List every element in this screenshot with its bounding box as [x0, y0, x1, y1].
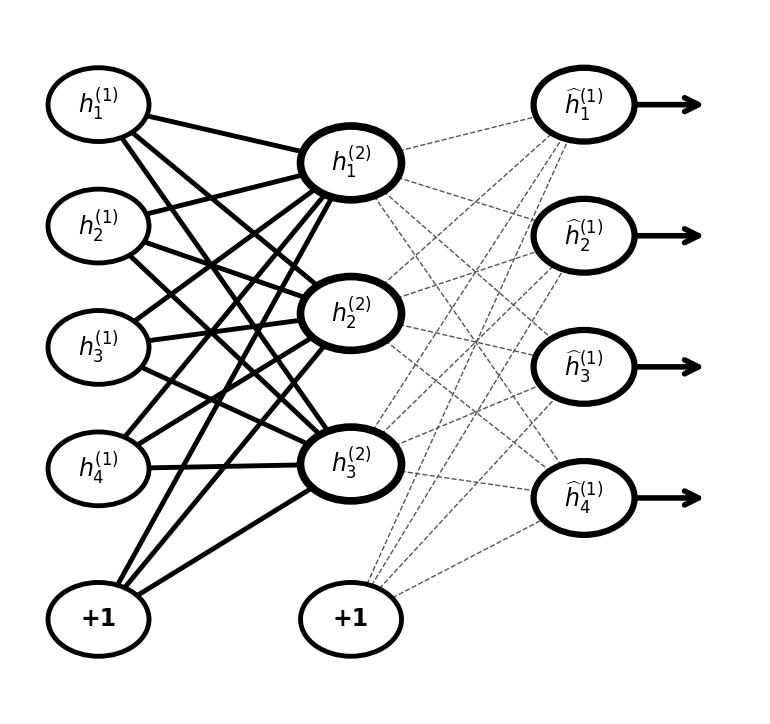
Ellipse shape	[48, 311, 149, 384]
Text: $\widehat{h}_{4}^{(1)}$: $\widehat{h}_{4}^{(1)}$	[564, 479, 604, 516]
Ellipse shape	[534, 199, 634, 273]
Ellipse shape	[48, 189, 149, 263]
Text: $h_{1}^{(1)}$: $h_{1}^{(1)}$	[78, 86, 119, 123]
Text: $h_{2}^{(2)}$: $h_{2}^{(2)}$	[330, 295, 371, 332]
Ellipse shape	[300, 427, 401, 501]
Text: $h_{3}^{(1)}$: $h_{3}^{(1)}$	[78, 329, 119, 366]
Ellipse shape	[534, 68, 634, 142]
Text: $h_{1}^{(2)}$: $h_{1}^{(2)}$	[330, 144, 371, 182]
Text: $h_{4}^{(1)}$: $h_{4}^{(1)}$	[78, 450, 119, 487]
Ellipse shape	[534, 461, 634, 535]
Text: $h_{3}^{(2)}$: $h_{3}^{(2)}$	[330, 445, 371, 482]
Text: +1: +1	[333, 607, 369, 631]
Ellipse shape	[300, 126, 401, 200]
Text: $\widehat{h}_{3}^{(1)}$: $\widehat{h}_{3}^{(1)}$	[564, 348, 604, 385]
Ellipse shape	[48, 68, 149, 142]
Text: $h_{2}^{(1)}$: $h_{2}^{(1)}$	[78, 208, 119, 245]
Ellipse shape	[534, 330, 634, 404]
Text: +1: +1	[80, 607, 116, 631]
Ellipse shape	[48, 432, 149, 506]
Text: $\widehat{h}_{1}^{(1)}$: $\widehat{h}_{1}^{(1)}$	[564, 86, 604, 123]
Text: $\widehat{h}_{2}^{(1)}$: $\widehat{h}_{2}^{(1)}$	[564, 217, 604, 254]
Ellipse shape	[300, 277, 401, 350]
Ellipse shape	[300, 582, 401, 656]
Ellipse shape	[48, 582, 149, 656]
